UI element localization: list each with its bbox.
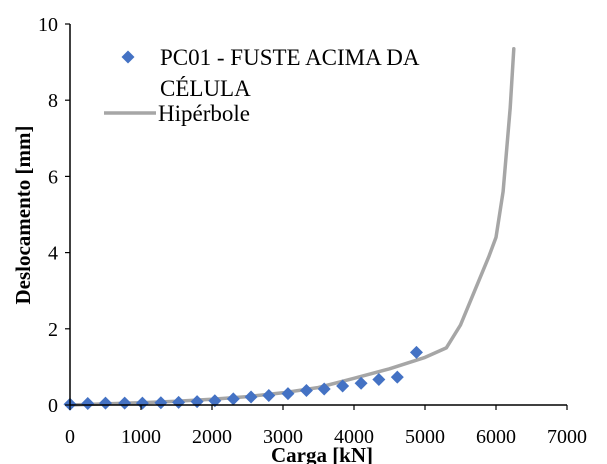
legend-marker-diamond	[121, 50, 135, 64]
data-point	[226, 392, 240, 406]
data-point	[262, 388, 276, 402]
x-tick-label: 1000	[121, 426, 161, 448]
legend-label-scatter-line2: CÉLULA	[160, 76, 251, 101]
data-point	[372, 372, 386, 386]
y-tick-label: 8	[48, 90, 58, 112]
plot-area	[63, 47, 516, 411]
data-point	[409, 345, 423, 359]
y-tick-label: 10	[38, 14, 58, 36]
y-tick-label: 4	[48, 243, 58, 265]
data-point	[336, 379, 350, 393]
x-tick-label: 4000	[334, 426, 374, 448]
x-tick-label: 2000	[192, 426, 232, 448]
x-tick-label: 5000	[405, 426, 445, 448]
x-axis-title: Carga [kN]	[271, 443, 373, 464]
data-point	[172, 395, 186, 409]
y-tick-label: 6	[48, 166, 58, 188]
legend-label-scatter-line1: PC01 - FUSTE ACIMA DA	[160, 45, 420, 70]
data-point	[81, 396, 95, 410]
y-tick-label: 2	[48, 319, 58, 341]
data-point	[244, 390, 258, 404]
legend-label-line: Hipérbole	[158, 101, 250, 126]
data-point	[208, 394, 222, 408]
x-tick-labels: 0 1000 2000 3000 4000 5000 6000 7000	[65, 426, 587, 448]
axes	[65, 23, 568, 410]
y-tick-label: 0	[48, 395, 58, 417]
x-tick-label: 0	[65, 426, 75, 448]
y-axis-title: Deslocamento [mm]	[11, 125, 35, 304]
y-tick-labels: 0 2 4 6 8 10	[38, 14, 58, 417]
data-point	[99, 396, 112, 410]
data-point	[135, 396, 149, 410]
data-point	[190, 395, 204, 409]
x-tick-label: 7000	[547, 426, 587, 448]
data-point	[281, 387, 295, 401]
data-point	[354, 376, 368, 390]
data-point	[154, 396, 168, 410]
series-line-hiperbole	[68, 47, 516, 407]
data-point	[299, 384, 313, 398]
x-tick-label: 3000	[263, 426, 303, 448]
x-tick-label: 6000	[476, 426, 516, 448]
data-point	[118, 396, 132, 410]
legend-label-scatter: PC01 - FUSTE ACIMA DA CÉLULA	[160, 45, 420, 101]
data-point	[317, 382, 331, 396]
data-point	[390, 370, 404, 384]
